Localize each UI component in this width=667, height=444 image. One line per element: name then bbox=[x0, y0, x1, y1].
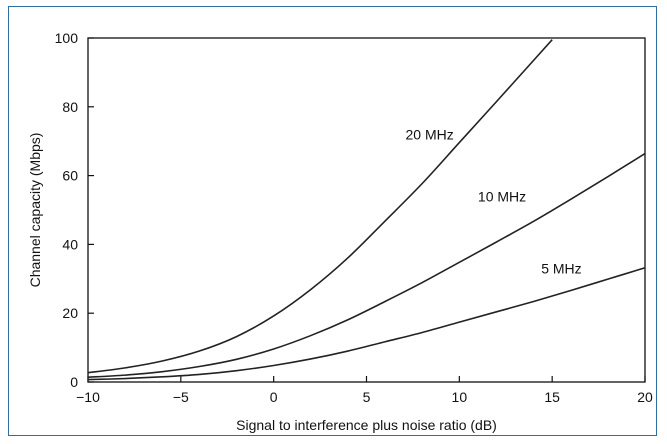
x-tick-label: −10 bbox=[76, 389, 100, 405]
y-tick-label: 100 bbox=[55, 30, 79, 46]
y-tick-label: 60 bbox=[62, 168, 78, 184]
x-tick-label: 10 bbox=[452, 389, 468, 405]
y-tick-label: 20 bbox=[62, 305, 78, 321]
series-label: 20 MHz bbox=[406, 126, 454, 142]
plot-border bbox=[87, 37, 646, 383]
x-tick-label: −5 bbox=[173, 389, 189, 405]
y-tick-label: 0 bbox=[70, 374, 78, 390]
series-line-5-mhz bbox=[88, 267, 645, 381]
x-axis-label: Signal to interference plus noise ratio … bbox=[236, 417, 497, 433]
series-label: 5 MHz bbox=[541, 261, 581, 277]
x-tick-label: 15 bbox=[544, 389, 560, 405]
chart-frame bbox=[8, 6, 657, 436]
y-axis-label: Channel capacity (Mbps) bbox=[27, 133, 43, 288]
series-label: 10 MHz bbox=[478, 188, 526, 204]
series-line-20-mhz bbox=[88, 39, 553, 374]
y-tick-label: 40 bbox=[62, 236, 78, 252]
series-line-10-mhz bbox=[88, 152, 645, 378]
y-tick-label: 80 bbox=[62, 99, 78, 115]
x-tick-label: 5 bbox=[363, 389, 371, 405]
x-tick-label: 20 bbox=[637, 389, 653, 405]
x-tick-label: 0 bbox=[270, 389, 278, 405]
